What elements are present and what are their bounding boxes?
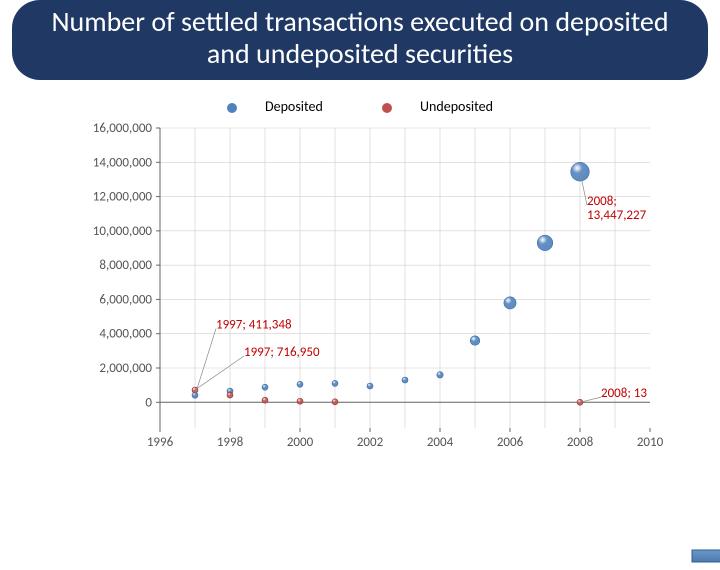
svg-text:6,000,000: 6,000,000 — [99, 293, 152, 308]
svg-text:2,000,000: 2,000,000 — [99, 361, 152, 376]
legend-deposited: Deposited — [213, 98, 337, 115]
svg-text:2010: 2010 — [637, 435, 664, 450]
svg-text:2002: 2002 — [357, 435, 384, 450]
svg-text:8,000,000: 8,000,000 — [99, 259, 152, 274]
svg-text:2008;: 2008; — [587, 195, 617, 210]
legend-undeposited-label: Undeposited — [420, 98, 493, 115]
svg-text:1997; 411,348: 1997; 411,348 — [216, 318, 292, 333]
svg-text:12,000,000: 12,000,000 — [93, 190, 153, 205]
svg-text:2006: 2006 — [497, 435, 524, 450]
svg-text:10,000,000: 10,000,000 — [93, 224, 153, 239]
svg-text:2004: 2004 — [427, 435, 454, 450]
bubble-chart: Deposited Undeposited 0 2,000,000 4,000,00… — [50, 98, 670, 478]
legend-deposited-label: Deposited — [265, 98, 323, 115]
svg-text:1998: 1998 — [217, 435, 244, 450]
svg-text:2000: 2000 — [287, 435, 314, 450]
svg-text:13,447,227: 13,447,227 — [587, 209, 647, 224]
dot-icon — [227, 103, 237, 113]
svg-text:1997; 716,950: 1997; 716,950 — [244, 345, 320, 360]
svg-text:2008; 13: 2008; 13 — [601, 387, 647, 402]
svg-text:0: 0 — [145, 396, 152, 411]
svg-text:2008: 2008 — [567, 435, 594, 450]
legend: Deposited Undeposited — [50, 98, 670, 115]
svg-text:16,000,000: 16,000,000 — [93, 121, 153, 136]
svg-text:14,000,000: 14,000,000 — [93, 156, 153, 171]
page-title: Number of settled transactions executed … — [12, 0, 708, 80]
svg-text:4,000,000: 4,000,000 — [99, 327, 152, 342]
svg-text:1996: 1996 — [147, 435, 174, 450]
dot-icon — [382, 103, 392, 113]
chart-svg: 0 2,000,000 4,000,000 6,000,000 8,000,000 10,… — [50, 118, 670, 478]
legend-undeposited: Undeposited — [368, 98, 507, 115]
